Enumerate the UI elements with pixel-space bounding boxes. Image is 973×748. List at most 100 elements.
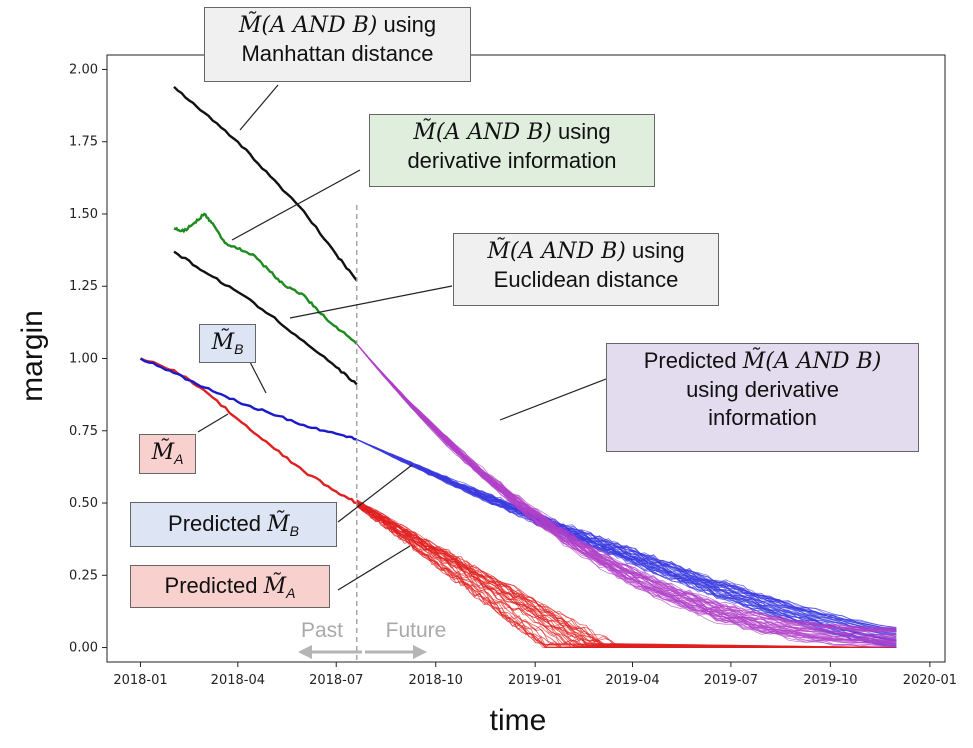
series-derivative <box>173 212 358 345</box>
annotation-pred-a-math: M̃ <box>263 574 287 599</box>
prediction-line <box>356 503 897 648</box>
annotation-mb-math: M̃ <box>211 330 235 355</box>
y-tick-label: 1.25 <box>69 279 98 294</box>
prediction-line <box>356 439 897 636</box>
annotation-mb-sub: B <box>234 341 244 357</box>
prediction-line <box>356 439 897 640</box>
annotation-ma-math: M̃ <box>151 440 175 465</box>
prediction-line <box>356 343 897 629</box>
y-tick-label: 1.75 <box>69 135 98 150</box>
series-euclidean <box>173 250 358 386</box>
annotation-pred-b-text: Predicted <box>168 511 268 536</box>
annotation-manhattan-math: M̃(A AND B) <box>238 13 378 38</box>
y-tick-label: 0.25 <box>69 568 98 583</box>
y-tick-label: 2.00 <box>69 62 98 77</box>
prediction-line <box>356 505 897 648</box>
prediction-line <box>356 504 897 648</box>
y-tick-label: 0.50 <box>69 496 98 511</box>
annotation-pred-a-text: Predicted <box>164 573 264 598</box>
annotation-euclidean-line2: Euclidean distance <box>493 267 679 292</box>
prediction-line <box>356 439 897 631</box>
prediction-line <box>356 439 897 631</box>
prediction-line <box>356 343 897 629</box>
annotation-pred-b: Predicted M̃B <box>130 502 337 547</box>
prediction-line <box>356 439 897 641</box>
prediction-line <box>356 439 897 635</box>
annotation-derivative-math: M̃(A AND B) <box>413 120 552 145</box>
prediction-line <box>356 439 897 645</box>
prediction-line <box>356 439 897 633</box>
x-tick-label: 2019-10 <box>803 673 857 688</box>
y-tick-label: 0.00 <box>69 641 98 656</box>
annotation-derivative-text: using <box>551 119 611 144</box>
annotation-pred-a: Predicted M̃A <box>130 565 330 608</box>
prediction-line <box>356 499 897 648</box>
prediction-line <box>356 505 897 648</box>
future-arrow <box>365 645 427 659</box>
annotation-manhattan: M̃(A AND B) using Manhattan distance <box>204 7 471 82</box>
annotation-pred-a-sub: A <box>286 585 296 601</box>
leader-pred-ab <box>499 378 607 421</box>
prediction-line <box>356 343 897 633</box>
prediction-line <box>356 439 897 632</box>
annotation-euclidean-text: using <box>625 238 685 263</box>
annotation-pred-ab-line2: using derivative <box>686 377 839 402</box>
prediction-line <box>356 343 897 638</box>
annotation-derivative: M̃(A AND B) using derivative information <box>369 114 655 187</box>
prediction-line <box>356 343 897 636</box>
prediction-line <box>356 439 897 630</box>
leader-mb <box>249 361 267 394</box>
prediction-line <box>356 502 897 648</box>
x-tick-label: 2018-07 <box>309 673 363 688</box>
x-tick-label: 2018-01 <box>113 673 167 688</box>
leader-euclidean <box>289 285 453 319</box>
prediction-line <box>356 343 897 648</box>
prediction-layer <box>356 343 897 648</box>
prediction-line <box>356 439 897 632</box>
future-label: Future <box>386 619 447 642</box>
prediction-line <box>356 439 897 633</box>
prediction-line <box>356 439 897 637</box>
prediction-line <box>356 439 897 635</box>
prediction-line <box>356 439 897 641</box>
annotation-mb: M̃B <box>199 324 256 363</box>
prediction-line <box>356 343 897 640</box>
leader-pred-b <box>337 464 413 523</box>
annotation-pred-b-sub: B <box>289 523 299 539</box>
x-tick-label: 2019-07 <box>704 673 758 688</box>
leader-derivative <box>231 169 361 241</box>
y-axis-label: margin <box>16 310 49 402</box>
prediction-line <box>356 343 897 642</box>
prediction-line <box>356 439 897 642</box>
leader-pred-a <box>337 545 411 591</box>
x-axis-label: time <box>490 704 547 737</box>
annotation-ma-sub: A <box>174 451 184 467</box>
x-tick-label: 2019-01 <box>508 673 562 688</box>
y-tick-label: 1.00 <box>69 352 98 367</box>
prediction-line <box>356 439 897 630</box>
annotation-pred-ab-text: Predicted <box>643 348 743 373</box>
annotation-pred-ab: Predicted M̃(A AND B) using derivative i… <box>606 343 919 452</box>
y-tick-label: 0.75 <box>69 424 98 439</box>
prediction-line <box>356 439 897 628</box>
prediction-line <box>356 500 897 648</box>
x-tick-label: 2018-10 <box>409 673 463 688</box>
annotation-derivative-line2: derivative information <box>407 148 617 173</box>
x-tick-label: 2020-01 <box>903 673 957 688</box>
annotation-euclidean-math: M̃(A AND B) <box>487 239 626 264</box>
series-m-b <box>139 357 357 441</box>
y-ticks: 0.00 0.25 0.50 0.75 1.00 1.25 1.50 1.75 2.00 <box>69 62 107 656</box>
series-manhattan <box>173 85 358 282</box>
prediction-line <box>356 439 897 642</box>
annotation-pred-b-math: M̃ <box>267 512 290 537</box>
past-arrow <box>298 645 362 659</box>
prediction-line <box>356 439 897 630</box>
leader-lines <box>197 84 607 591</box>
annotation-euclidean: M̃(A AND B) using Euclidean distance <box>453 233 719 306</box>
prediction-line <box>356 343 897 644</box>
annotation-manhattan-text: using <box>377 12 437 37</box>
annotation-manhattan-line2: Manhattan distance <box>241 41 434 66</box>
prediction-line <box>356 439 897 630</box>
annotation-pred-ab-math: M̃(A AND B) <box>742 349 882 374</box>
